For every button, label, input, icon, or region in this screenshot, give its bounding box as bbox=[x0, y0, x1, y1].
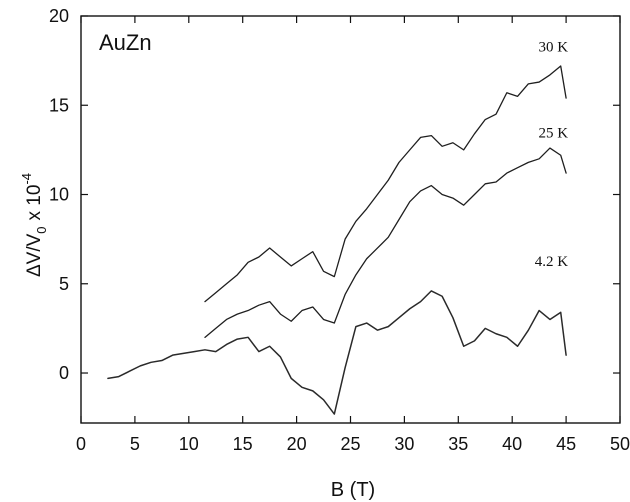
series-label-4-2k: 4.2 K bbox=[535, 254, 569, 270]
y-axis-label: ΔV/V0 x 10-4 bbox=[19, 173, 49, 277]
x-tick-label: 40 bbox=[502, 434, 522, 454]
y-axis: 0 5 10 15 20 bbox=[49, 6, 620, 383]
series-label-30k: 30 K bbox=[539, 40, 569, 56]
series-line-30k bbox=[204, 65, 567, 303]
x-tick-label: 35 bbox=[448, 434, 468, 454]
x-tick-label: 10 bbox=[179, 434, 199, 454]
series-labels: 30 K 25 K 4.2 K bbox=[535, 40, 569, 270]
x-tick-label: 20 bbox=[287, 434, 307, 454]
x-tick-label: 0 bbox=[76, 434, 86, 454]
x-tick-label: 5 bbox=[130, 434, 140, 454]
x-tick-label: 45 bbox=[556, 434, 576, 454]
y-axis-label-exponent: -4 bbox=[19, 173, 34, 185]
y-tick-label: 10 bbox=[49, 185, 69, 205]
series-label-25k: 25 K bbox=[539, 125, 569, 141]
series-layer bbox=[107, 65, 567, 415]
plot-frame bbox=[80, 15, 621, 424]
y-tick-label: 0 bbox=[59, 363, 69, 383]
y-axis-label-main: ΔV/V bbox=[24, 233, 45, 277]
x-tick-label: 50 bbox=[610, 434, 630, 454]
y-axis-label-subscript: 0 bbox=[34, 226, 49, 233]
x-axis: 0 5 10 15 20 25 30 35 40 45 50 bbox=[76, 16, 630, 454]
x-tick-label: 30 bbox=[394, 434, 414, 454]
plot-label-auzn: AuZn bbox=[99, 30, 152, 55]
y-axis-label-multiplier: x 10 bbox=[24, 185, 45, 221]
y-tick-label: 15 bbox=[49, 95, 69, 115]
x-axis-label: B (T) bbox=[331, 479, 375, 501]
x-tick-label: 25 bbox=[340, 434, 360, 454]
svg-text:ΔV/V0x 10-4: ΔV/V0 x 10-4 bbox=[19, 173, 49, 277]
y-tick-label: 20 bbox=[49, 6, 69, 26]
x-tick-label: 15 bbox=[233, 434, 253, 454]
series-line-4-2k bbox=[107, 290, 567, 415]
plot-border bbox=[80, 15, 621, 424]
series-line-25k bbox=[204, 147, 567, 338]
y-tick-label: 5 bbox=[59, 274, 69, 294]
